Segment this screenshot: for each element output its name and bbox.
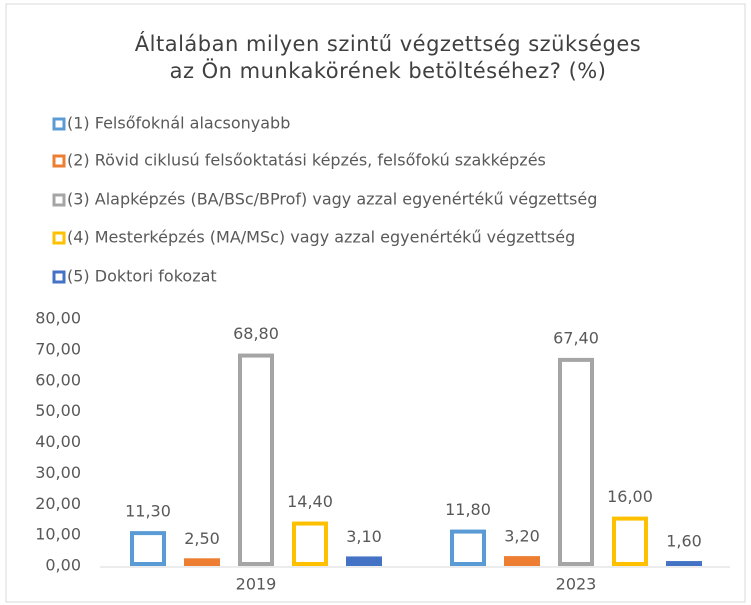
x-tick-label: 2019 — [236, 575, 277, 594]
bar — [504, 556, 540, 566]
y-tick-label: 10,00 — [35, 525, 81, 544]
legend-label: (2) Rövid ciklusú felsőoktatási képzés, … — [67, 151, 546, 170]
legend-label: (1) Felsőfoknál alacsonyabb — [67, 114, 290, 133]
y-tick-label: 30,00 — [35, 463, 81, 482]
chart-border — [5, 3, 746, 603]
y-tick-label: 20,00 — [35, 494, 81, 513]
data-label: 11,80 — [445, 500, 491, 519]
legend-swatch — [52, 270, 66, 284]
data-label: 16,00 — [607, 487, 653, 506]
legend-label: (3) Alapképzés (BA/BSc/BProf) vagy azzal… — [67, 190, 597, 209]
x-tick-label: 2023 — [556, 575, 597, 594]
y-tick-label: 50,00 — [35, 401, 81, 420]
legend-swatch — [52, 154, 66, 168]
data-label: 3,20 — [504, 527, 540, 546]
data-label: 14,40 — [287, 492, 333, 511]
y-tick-label: 80,00 — [35, 309, 81, 328]
y-tick-label: 0,00 — [45, 556, 81, 575]
y-tick-label: 40,00 — [35, 432, 81, 451]
legend-swatch — [52, 193, 66, 207]
legend-label: (4) Mesterképzés (MA/MSc) vagy azzal egy… — [67, 228, 575, 247]
bar — [666, 561, 702, 566]
bar — [238, 353, 274, 566]
bar — [346, 556, 382, 567]
data-label: 68,80 — [233, 324, 279, 343]
bar — [130, 531, 166, 567]
y-tick-label: 60,00 — [35, 370, 81, 389]
bar — [184, 558, 220, 566]
data-label: 3,10 — [346, 527, 382, 546]
chart-title: Általában milyen szintű végzettség szüks… — [135, 31, 641, 83]
data-label: 2,50 — [184, 529, 220, 548]
data-label: 1,60 — [666, 532, 702, 551]
legend-swatch — [52, 117, 66, 131]
bar — [558, 357, 594, 566]
legend-label: (5) Doktori fokozat — [67, 267, 217, 286]
data-label: 11,30 — [125, 502, 171, 521]
bar — [612, 516, 648, 566]
data-label: 67,40 — [553, 328, 599, 347]
legend-swatch — [52, 231, 66, 245]
y-tick-label: 70,00 — [35, 339, 81, 358]
bar — [292, 521, 328, 566]
bar — [450, 529, 486, 567]
